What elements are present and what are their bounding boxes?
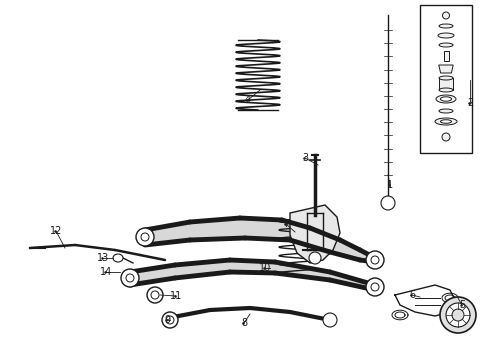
Circle shape [446, 303, 470, 327]
Text: 14: 14 [100, 267, 112, 277]
Ellipse shape [439, 43, 453, 47]
Text: 11: 11 [170, 291, 182, 301]
Circle shape [147, 287, 163, 303]
Circle shape [151, 291, 159, 299]
Circle shape [323, 313, 337, 327]
Polygon shape [130, 260, 375, 290]
Circle shape [371, 283, 379, 291]
Circle shape [452, 309, 464, 321]
Text: 10: 10 [259, 263, 271, 273]
Text: 1: 1 [387, 180, 393, 190]
Ellipse shape [436, 95, 456, 103]
Ellipse shape [439, 24, 453, 28]
Circle shape [366, 278, 384, 296]
Text: 13: 13 [97, 253, 109, 263]
Circle shape [381, 196, 395, 210]
Text: 5: 5 [459, 300, 465, 310]
Ellipse shape [439, 109, 453, 113]
Polygon shape [439, 65, 453, 73]
Bar [420, 5, 472, 153]
Ellipse shape [441, 97, 451, 101]
Circle shape [136, 228, 154, 246]
Ellipse shape [113, 254, 123, 262]
Text: 2: 2 [467, 98, 473, 108]
Ellipse shape [441, 120, 451, 123]
Polygon shape [145, 218, 375, 262]
Circle shape [121, 269, 139, 287]
Circle shape [440, 297, 476, 333]
Circle shape [126, 274, 134, 282]
Bar [443, 51, 448, 61]
Ellipse shape [439, 88, 453, 92]
Text: 7: 7 [283, 219, 289, 229]
Circle shape [162, 312, 178, 328]
Circle shape [442, 133, 450, 141]
Circle shape [309, 252, 321, 264]
Text: 8: 8 [241, 318, 247, 328]
Ellipse shape [435, 118, 457, 125]
Bar [439, 78, 453, 90]
Circle shape [371, 256, 379, 264]
Circle shape [141, 233, 149, 241]
Circle shape [442, 12, 449, 19]
Text: 9: 9 [164, 315, 170, 325]
Text: 12: 12 [50, 226, 62, 236]
Ellipse shape [438, 33, 454, 38]
Polygon shape [290, 205, 340, 263]
Text: 4: 4 [245, 95, 251, 105]
Text: 6: 6 [409, 290, 415, 300]
Ellipse shape [439, 76, 453, 80]
Text: 3: 3 [302, 153, 308, 163]
Circle shape [166, 316, 174, 324]
Circle shape [366, 251, 384, 269]
